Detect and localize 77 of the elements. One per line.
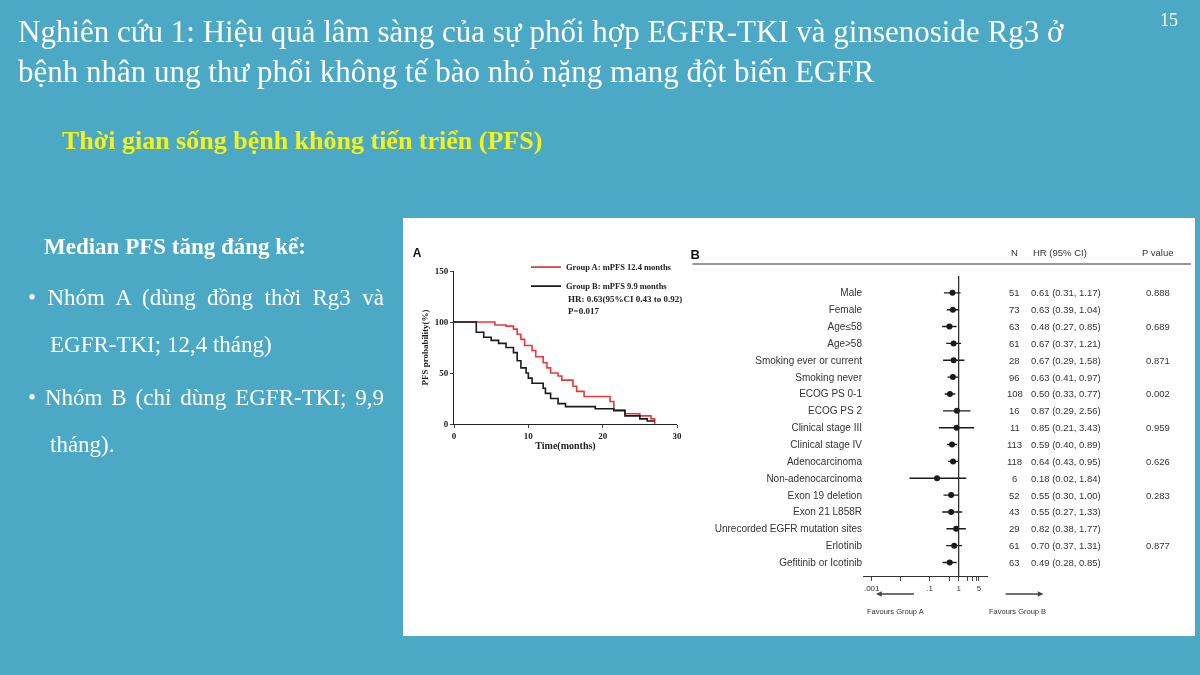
point: [949, 306, 956, 313]
data-label: 0.87 (0.29, 2.56): [1031, 405, 1101, 416]
y-tick-label: Smoking ever or current: [755, 354, 863, 366]
point: [950, 357, 957, 364]
point: [953, 407, 960, 414]
text: Nghiên cứu 1: Hiệu quả lâm sàng của sự phối hợp EGFR-TKI và ginsenoside Rg3 ở bệnh nhân ung thư phổi không tế bào nhỏ nặng mang đột biến EGFR: [18, 13, 1065, 91]
data-label: 0.82 (0.38, 1.77): [1031, 523, 1101, 534]
text: HR (95% CI): [1033, 247, 1087, 258]
y-tick-label: 50: [439, 368, 449, 379]
text: 15: [1160, 10, 1178, 31]
y-tick-label: Age>58: [827, 337, 863, 349]
point: [946, 323, 953, 330]
y-tick-label: Gefitinib or Icotinib: [779, 557, 863, 569]
text: 0.888 0.689 0.871 0.002 0.959 0.626 0.283 0.877: [1146, 287, 1170, 551]
x-tick-label: .001: [863, 583, 881, 593]
x-tick-label: 1: [956, 583, 962, 593]
y-tick-label: Non-adenocarcinoma: [766, 472, 863, 484]
text: • Nhóm A (dùng đồng thời Rg3 và EGFR-TKI; 12,4 tháng): [28, 284, 384, 359]
x-tick-label: 30: [672, 430, 682, 441]
text: N: [1011, 247, 1018, 258]
data-label: 0.18 (0.02, 1.84): [1031, 473, 1101, 484]
y-tick-label: 0: [443, 419, 449, 430]
text: 51 73 63 61 28 96 108 16 11 113 118 6 52 43 29 61 63: [1007, 287, 1023, 568]
point: [946, 390, 953, 397]
data-label: 0.63 (0.41, 0.97): [1031, 372, 1101, 383]
legend-label: Group A: mPFS 12.4 months: [566, 262, 672, 273]
x-tick-label: .1: [926, 583, 934, 593]
point: [948, 492, 955, 499]
point: [953, 525, 960, 532]
legend-label: Group B: mPFS 9.9 months: [566, 281, 668, 292]
data-label: 0.50 (0.33, 0.77): [1031, 388, 1101, 399]
point: [948, 508, 955, 515]
y-tick-label: ECOG PS 0-1: [799, 388, 863, 400]
x-tick-label: 20: [598, 430, 608, 441]
text: • Nhóm B (chỉ dùng EGFR-TKI; 9,9 tháng).: [28, 384, 384, 459]
data-label: 0.85 (0.21, 3.43): [1031, 422, 1101, 433]
data-label: 0.48 (0.27, 0.85): [1031, 321, 1101, 332]
text: B: [690, 247, 700, 263]
data-label: 0.55 (0.30, 1.00): [1031, 490, 1101, 501]
point: [951, 542, 958, 549]
x-tick-label: 5: [976, 583, 982, 593]
data-label: 0.64 (0.43, 0.95): [1031, 456, 1101, 467]
y-tick-label: 100: [434, 317, 449, 328]
y-tick-label: Male: [840, 287, 863, 299]
point: [950, 340, 957, 347]
text: Median PFS tăng đáng kể:: [44, 234, 306, 260]
data-label: 0.49 (0.28, 0.85): [1031, 557, 1101, 568]
y-tick-label: Exon 21 L858R: [793, 506, 862, 518]
data-label: 0.59 (0.40, 0.89): [1031, 439, 1101, 450]
annotation: HR: 0.63(95%CI 0.43 to 0.92): [568, 294, 683, 304]
y-tick-label: Adenocarcinoma: [786, 455, 863, 467]
y-tick-label: Erlotinib: [825, 540, 863, 552]
y-tick-label: Smoking never: [795, 371, 863, 383]
y-tick-label: Exon 19 deletion: [787, 489, 862, 501]
point: [949, 289, 956, 296]
y-tick-label: Female: [828, 304, 863, 316]
data-label: 0.63 (0.39, 1.04): [1031, 304, 1101, 315]
x-tick-label: 0: [451, 430, 457, 441]
y-tick-label: ECOG PS 2: [808, 405, 863, 417]
point: [946, 559, 953, 566]
x-axis-title: Time(months): [535, 440, 596, 453]
text: P value: [1142, 247, 1174, 258]
y-tick-label: Unrecorded EGFR mutation sites: [714, 523, 862, 535]
data-label: 0.61 (0.31, 1.17): [1031, 287, 1101, 298]
y-tick-label: Clinical stage IV: [790, 439, 863, 451]
data-label: 0.67 (0.37, 1.21): [1031, 338, 1101, 349]
data-label: 0.55 (0.27, 1.33): [1031, 506, 1101, 517]
data-label: 0.70 (0.37, 1.31): [1031, 540, 1101, 551]
chart-title: A: [412, 245, 422, 260]
y-axis-title: PFS probability(%): [420, 309, 431, 386]
x-tick-label: 10: [523, 430, 534, 441]
y-tick-label: 150: [434, 266, 449, 277]
data-label: 0.67 (0.29, 1.58): [1031, 355, 1101, 366]
y-tick-label: Age≤58: [827, 321, 863, 333]
annotation: P=0.017: [568, 306, 600, 316]
y-tick-label: Clinical stage III: [791, 422, 862, 434]
text: Thời gian sống bệnh không tiến triển (PFS): [62, 126, 543, 156]
